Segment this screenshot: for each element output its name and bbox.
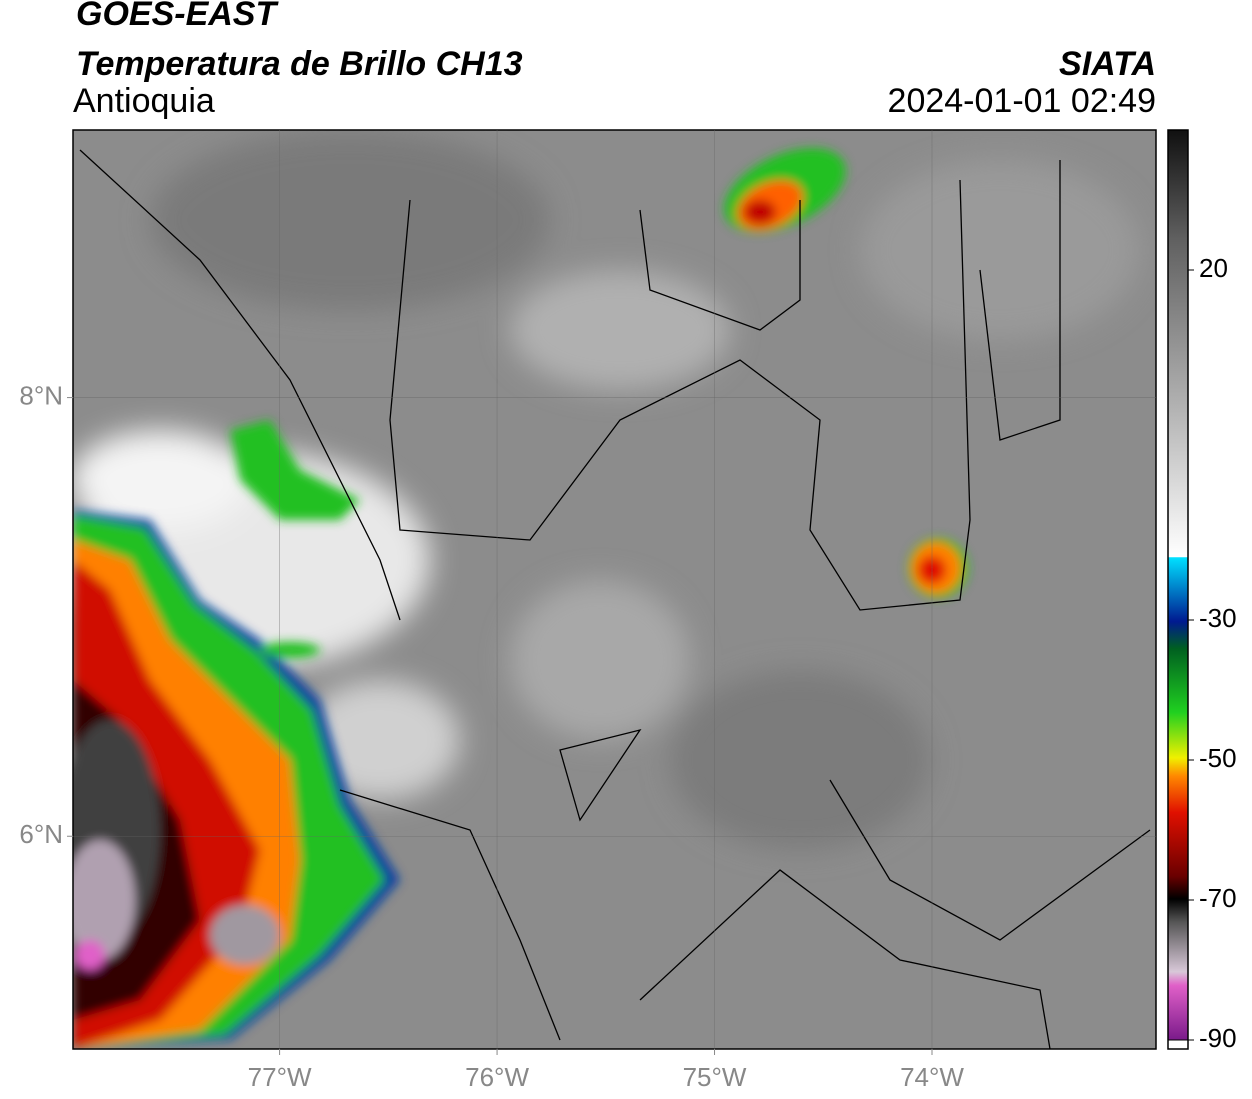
x-tick-label: 74°W [900, 1062, 964, 1092]
product-title: Temperatura de Brillo CH13 [76, 45, 523, 83]
colorbar-tick-label: 20 [1199, 253, 1228, 283]
colorbar-tick-label: -90 [1199, 1023, 1237, 1053]
colorbar [1168, 130, 1188, 1040]
colorbar-extension [1167, 1039, 1189, 1050]
colorbar-frame [1167, 129, 1189, 1050]
x-tick-label: 75°W [683, 1062, 747, 1092]
colorbar-tick-label: -30 [1199, 603, 1237, 633]
colorbar-tick-label: -50 [1199, 743, 1237, 773]
x-tick-label: 76°W [465, 1062, 529, 1092]
agency: SIATA [1059, 45, 1156, 83]
y-tick-label: 6°N [19, 819, 63, 849]
datetime: 2024-01-01 02:49 [888, 82, 1156, 120]
satellite-image [73, 130, 1156, 1049]
y-tick-label: 8°N [19, 380, 63, 410]
colorbar-tick-label: -70 [1199, 883, 1237, 913]
x-tick-label: 77°W [248, 1062, 312, 1092]
map-frame [72, 129, 1157, 1050]
satellite-title: GOES-EAST [76, 0, 279, 33]
region: Antioquia [73, 82, 215, 120]
